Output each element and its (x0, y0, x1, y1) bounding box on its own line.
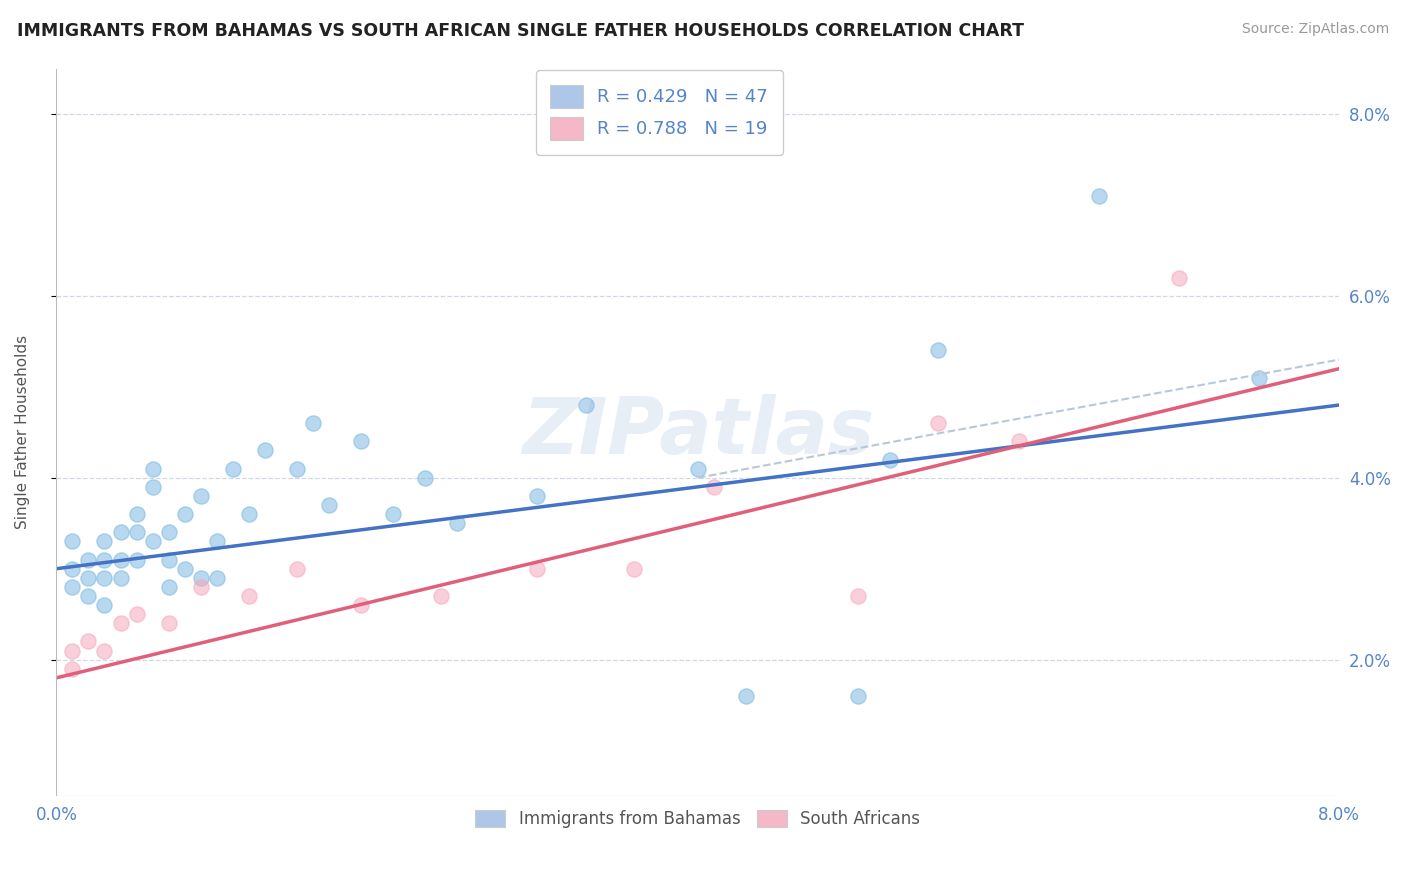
Point (62, 662, 84, 676)
Point (62, 643, 84, 657)
Point (93, 598, 115, 612)
Point (526, 489, 548, 503)
Point (142, 534, 165, 549)
Point (77, 634, 100, 648)
Point (157, 525, 180, 540)
Point (125, 607, 148, 622)
Point (285, 461, 308, 475)
Point (62, 580, 84, 594)
Point (173, 507, 195, 521)
Point (526, 562, 548, 576)
Point (93, 552, 115, 566)
Point (157, 616, 180, 631)
Point (238, 507, 260, 521)
Legend: Immigrants from Bahamas, South Africans: Immigrants from Bahamas, South Africans (468, 804, 927, 835)
Point (302, 416, 325, 430)
Point (62, 534, 84, 549)
Point (77, 589, 100, 603)
Point (285, 562, 308, 576)
Point (253, 443, 276, 458)
Point (93, 643, 115, 657)
Point (110, 616, 132, 631)
Point (110, 525, 132, 540)
Point (846, 689, 869, 703)
Point (173, 562, 195, 576)
Point (1167, 270, 1189, 285)
Point (157, 580, 180, 594)
Point (190, 580, 212, 594)
Point (125, 525, 148, 540)
Point (205, 534, 228, 549)
Point (735, 689, 758, 703)
Point (1249, 370, 1271, 384)
Point (430, 589, 453, 603)
Point (93, 571, 115, 585)
Point (446, 516, 468, 531)
Point (205, 571, 228, 585)
Point (110, 552, 132, 566)
Text: ZIPatlas: ZIPatlas (522, 394, 875, 470)
Point (413, 471, 436, 485)
Point (1007, 434, 1029, 449)
Point (927, 416, 949, 430)
Point (350, 434, 373, 449)
Point (686, 461, 709, 475)
Point (574, 398, 596, 412)
Point (318, 498, 340, 512)
Point (350, 598, 373, 612)
Point (93, 534, 115, 549)
Point (142, 461, 165, 475)
Point (77, 552, 100, 566)
Point (190, 571, 212, 585)
Point (623, 562, 645, 576)
Point (157, 552, 180, 566)
Point (222, 461, 245, 475)
Point (62, 562, 84, 576)
Point (125, 552, 148, 566)
Point (190, 489, 212, 503)
Point (110, 571, 132, 585)
Text: IMMIGRANTS FROM BAHAMAS VS SOUTH AFRICAN SINGLE FATHER HOUSEHOLDS CORRELATION CH: IMMIGRANTS FROM BAHAMAS VS SOUTH AFRICAN… (17, 22, 1024, 40)
Point (927, 343, 949, 358)
Point (238, 589, 260, 603)
Point (879, 452, 901, 467)
Point (142, 480, 165, 494)
Point (125, 507, 148, 521)
Point (1087, 189, 1109, 203)
Y-axis label: Single Father Households: Single Father Households (15, 335, 30, 529)
Point (77, 571, 100, 585)
Point (703, 480, 725, 494)
Text: Source: ZipAtlas.com: Source: ZipAtlas.com (1241, 22, 1389, 37)
Point (846, 589, 869, 603)
Point (382, 507, 405, 521)
